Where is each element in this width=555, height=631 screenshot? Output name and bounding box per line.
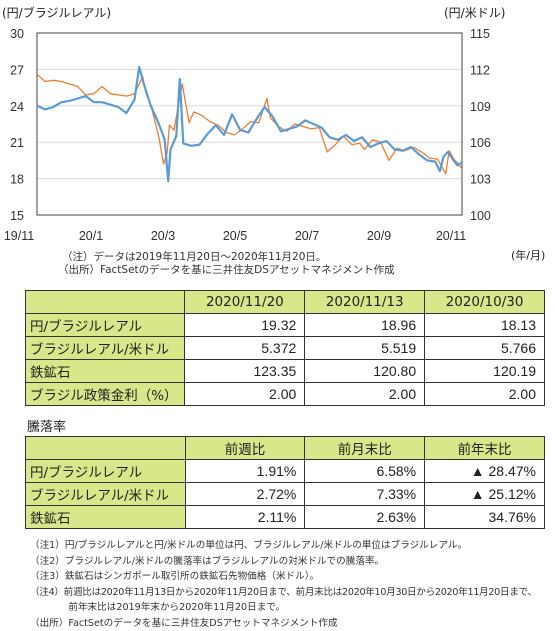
footnote: （注4）前週比は2020年11月13日から2020年11月20日まで、前月末比は… — [30, 585, 537, 601]
x-tick-label: 20/3 — [151, 229, 175, 243]
left-tick-label: 27 — [10, 63, 24, 77]
table-row: 鉄鉱石 123.35 120.80 120.19 — [26, 360, 545, 383]
series-line-left-axis — [37, 67, 462, 181]
cell-value: 123.35 — [185, 360, 305, 383]
x-tick-label: 20/9 — [367, 229, 391, 243]
cell-value: 120.19 — [425, 360, 545, 383]
cell-value: 120.80 — [305, 360, 425, 383]
table-row: ブラジルレアル/米ドル 2.72% 7.33% ▲ 25.12% — [26, 483, 545, 506]
left-axis-title: (円/ブラジルレアル) — [2, 5, 111, 20]
cell-value: 2.00 — [185, 383, 305, 406]
right-tick-label: 115 — [470, 27, 490, 41]
table-row: 円/ブラジルレアル 1.91% 6.58% ▲ 28.47% — [26, 460, 545, 483]
x-tick-label: 20/11 — [436, 229, 466, 243]
x-tick-label: 19/11 — [4, 229, 34, 243]
row-label: ブラジル政策金利（%） — [26, 383, 185, 406]
change-table-title: 騰落率 — [27, 416, 66, 435]
cell-value: 5.372 — [185, 337, 305, 360]
row-label: ブラジルレアル/米ドル — [26, 483, 186, 506]
header-period: 前月末比 — [305, 437, 425, 460]
cell-value: 19.32 — [185, 314, 305, 337]
header-period: 前年末比 — [425, 437, 545, 460]
table-row: 鉄鉱石 2.11% 2.63% 34.76% — [26, 506, 545, 529]
left-axis-ticks: 30 27 24 21 18 15 — [10, 27, 24, 223]
chart-source: （出所）FactSetのデータを基に三井住友DSアセットマネジメント作成 — [58, 264, 395, 277]
cell-value: 18.13 — [425, 314, 545, 337]
left-tick-label: 21 — [10, 136, 24, 150]
cell-value: 6.58% — [305, 460, 425, 483]
footnotes: （注1）円/ブラジルレアルと円/米ドルの単位は円、ブラジルレアル/米ドルの単位は… — [30, 538, 537, 631]
header-period: 前週比 — [185, 437, 305, 460]
table-row: ブラジル政策金利（%） 2.00 2.00 2.00 — [26, 383, 545, 406]
rates-table-header: 2020/11/20 2020/11/13 2020/10/30 — [26, 291, 545, 314]
right-tick-label: 106 — [470, 136, 491, 150]
x-axis-unit: (年/月) — [511, 248, 545, 262]
left-tick-label: 30 — [10, 27, 24, 41]
series-layer — [37, 67, 462, 181]
chart-note: （注）データは2019年11月20日～2020年11月20日。 — [62, 251, 326, 264]
right-axis-title: (円/米ドル) — [444, 6, 505, 20]
row-label: 鉄鉱石 — [26, 360, 185, 383]
change-table: 前週比 前月末比 前年末比 円/ブラジルレアル 1.91% 6.58% ▲ 28… — [25, 436, 545, 529]
footnote: （出所）FactSetのデータを基に三井住友DSアセットマネジメント作成 — [30, 616, 537, 631]
row-label: 円/ブラジルレアル — [26, 460, 186, 483]
cell-value: 5.519 — [305, 337, 425, 360]
left-tick-label: 18 — [10, 173, 24, 187]
change-table-header: 前週比 前月末比 前年末比 — [26, 437, 545, 460]
cell-value: 2.11% — [185, 506, 305, 529]
header-date: 2020/11/13 — [305, 291, 425, 314]
right-tick-label: 109 — [470, 100, 491, 114]
chart-grid — [37, 69, 462, 178]
series-line-right-axis — [37, 74, 462, 173]
header-date: 2020/10/30 — [425, 291, 545, 314]
x-tick-label: 20/5 — [223, 229, 247, 243]
x-tick-label: 20/1 — [79, 229, 103, 243]
left-tick-label: 15 — [10, 209, 24, 223]
table-row: ブラジルレアル/米ドル 5.372 5.519 5.766 — [26, 337, 545, 360]
right-tick-label: 100 — [470, 209, 491, 223]
cell-value: 2.63% — [305, 506, 425, 529]
x-axis-ticks: 19/11 20/1 20/3 20/5 20/7 20/9 20/11 — [4, 229, 466, 243]
cell-value: 18.96 — [305, 314, 425, 337]
header-empty — [26, 437, 186, 460]
right-tick-label: 103 — [470, 173, 491, 187]
rates-table: 2020/11/20 2020/11/13 2020/10/30 円/ブラジルレ… — [25, 290, 545, 406]
cell-value: 2.00 — [305, 383, 425, 406]
cell-value: 34.76% — [425, 506, 545, 529]
x-tick-label: 20/7 — [295, 229, 319, 243]
footnote: 前年末比は2019年末から2020年11月20日まで。 — [30, 600, 537, 616]
table-row: 円/ブラジルレアル 19.32 18.96 18.13 — [26, 314, 545, 337]
plot-area-frame — [37, 33, 462, 215]
right-axis-ticks: 115 112 109 106 103 100 — [470, 27, 491, 223]
cell-value: ▲ 25.12% — [425, 483, 545, 506]
row-label: ブラジルレアル/米ドル — [26, 337, 185, 360]
header-empty — [26, 291, 185, 314]
cell-value: 1.91% — [185, 460, 305, 483]
cell-value: 7.33% — [305, 483, 425, 506]
right-tick-label: 112 — [470, 63, 490, 77]
left-tick-label: 24 — [10, 100, 24, 114]
footnote: （注3）鉄鉱石はシンガポール取引所の鉄鉱石先物価格（米ドル）。 — [30, 569, 537, 585]
header-date: 2020/11/20 — [185, 291, 305, 314]
row-label: 円/ブラジルレアル — [26, 314, 185, 337]
cell-value: 2.00 — [425, 383, 545, 406]
cell-value: 5.766 — [425, 337, 545, 360]
cell-value: ▲ 28.47% — [425, 460, 545, 483]
row-label: 鉄鉱石 — [26, 506, 186, 529]
cell-value: 2.72% — [185, 483, 305, 506]
footnote: （注1）円/ブラジルレアルと円/米ドルの単位は円、ブラジルレアル/米ドルの単位は… — [30, 538, 537, 554]
footnote: （注2）ブラジルレアル/米ドルの騰落率はブラジルレアルの対米ドルでの騰落率。 — [30, 554, 537, 570]
